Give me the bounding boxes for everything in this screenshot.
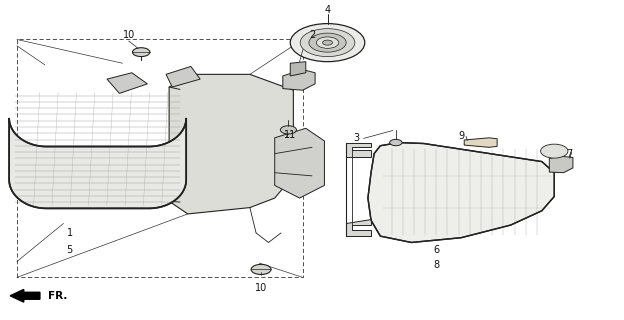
Text: 8: 8 xyxy=(433,260,439,270)
Polygon shape xyxy=(9,118,186,208)
Polygon shape xyxy=(166,67,200,87)
Polygon shape xyxy=(275,128,324,198)
Text: 4: 4 xyxy=(324,5,331,15)
Text: 2: 2 xyxy=(309,30,315,40)
Circle shape xyxy=(309,33,346,52)
FancyArrow shape xyxy=(10,289,40,302)
Text: 5: 5 xyxy=(67,245,73,255)
Polygon shape xyxy=(464,138,497,147)
Polygon shape xyxy=(107,73,147,93)
Text: 1: 1 xyxy=(67,228,73,238)
Polygon shape xyxy=(346,142,371,157)
Polygon shape xyxy=(169,74,293,214)
Circle shape xyxy=(290,24,365,62)
Polygon shape xyxy=(549,156,573,173)
Polygon shape xyxy=(346,219,371,236)
Circle shape xyxy=(300,29,355,57)
Circle shape xyxy=(323,40,333,45)
Text: 10: 10 xyxy=(122,30,135,40)
Circle shape xyxy=(251,264,271,275)
Text: FR.: FR. xyxy=(48,291,67,301)
Circle shape xyxy=(132,48,150,57)
Text: 6: 6 xyxy=(433,245,439,255)
Circle shape xyxy=(316,37,339,48)
Text: 9: 9 xyxy=(458,131,464,141)
Circle shape xyxy=(389,140,402,146)
Circle shape xyxy=(540,144,568,158)
Polygon shape xyxy=(290,62,306,76)
Text: 10: 10 xyxy=(255,283,267,292)
Text: 11: 11 xyxy=(284,130,296,140)
Text: 3: 3 xyxy=(354,133,360,143)
Circle shape xyxy=(280,126,296,134)
Text: 7: 7 xyxy=(567,149,573,159)
Polygon shape xyxy=(368,142,554,243)
Polygon shape xyxy=(283,69,315,90)
